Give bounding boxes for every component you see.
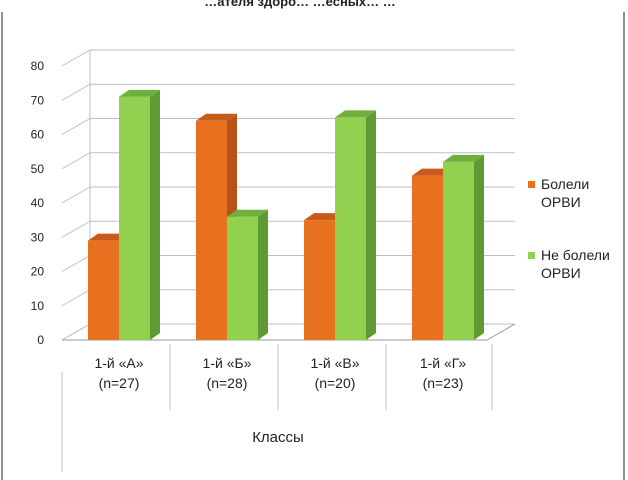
bar-top	[227, 209, 268, 217]
y-tick-label: 30	[31, 230, 45, 244]
y-tick-label: 0	[37, 333, 44, 347]
x-axis-label: Классы	[252, 429, 304, 446]
legend-swatch	[528, 181, 535, 188]
y-tick-label: 10	[31, 299, 45, 313]
x-tick-label: 1-й «Г»	[420, 355, 467, 371]
gridline-side	[61, 220, 91, 238]
gridline-side	[61, 83, 91, 101]
x-tick-label: (n=28)	[207, 375, 248, 391]
legend-label: ОРВИ	[541, 265, 581, 281]
y-tick-label: 60	[31, 128, 45, 142]
bar-side	[474, 154, 484, 340]
gridline-side	[61, 152, 91, 170]
bar-top	[196, 113, 237, 121]
bar	[88, 240, 119, 340]
legend-label: Болели	[541, 176, 589, 192]
bar	[304, 220, 335, 340]
bar	[412, 175, 443, 340]
gridline-side	[61, 118, 91, 135]
bar	[119, 96, 150, 340]
gridline-side	[61, 323, 91, 341]
gridline-side	[61, 289, 91, 307]
bar-side	[366, 110, 376, 340]
y-tick-label: 80	[31, 59, 45, 73]
legend-label: ОРВИ	[541, 194, 581, 210]
gridline-side	[61, 186, 91, 204]
y-tick-label: 70	[31, 93, 45, 107]
floor-right-edge	[486, 323, 516, 341]
bar-top	[335, 110, 376, 118]
x-tick-label: (n=23)	[423, 375, 464, 391]
legend-swatch	[528, 252, 535, 259]
gridline-side	[61, 255, 91, 272]
bar-top	[443, 154, 484, 162]
bar-top	[88, 233, 129, 241]
bar-side	[150, 89, 160, 340]
gridline-side	[61, 49, 91, 67]
bar	[196, 120, 227, 340]
x-tick-label: 1-й «В»	[310, 355, 359, 371]
chart-title-fragment: …ателя здоро… …есных… …	[204, 0, 396, 9]
y-tick-label: 50	[31, 162, 45, 176]
x-tick-label: 1-й «Б»	[203, 355, 252, 371]
bar-top	[119, 89, 160, 97]
x-tick-label: (n=20)	[315, 375, 356, 391]
legend-label: Не болели	[541, 247, 610, 263]
bar	[335, 117, 366, 340]
bar-top	[304, 213, 345, 221]
y-tick-label: 40	[31, 196, 45, 210]
bar	[227, 216, 258, 340]
x-tick-label: 1-й «А»	[94, 355, 143, 371]
bar	[443, 161, 474, 340]
bar-top	[412, 168, 453, 176]
y-tick-label: 20	[31, 265, 45, 279]
x-tick-label: (n=27)	[99, 375, 140, 391]
bar-side	[258, 209, 268, 340]
